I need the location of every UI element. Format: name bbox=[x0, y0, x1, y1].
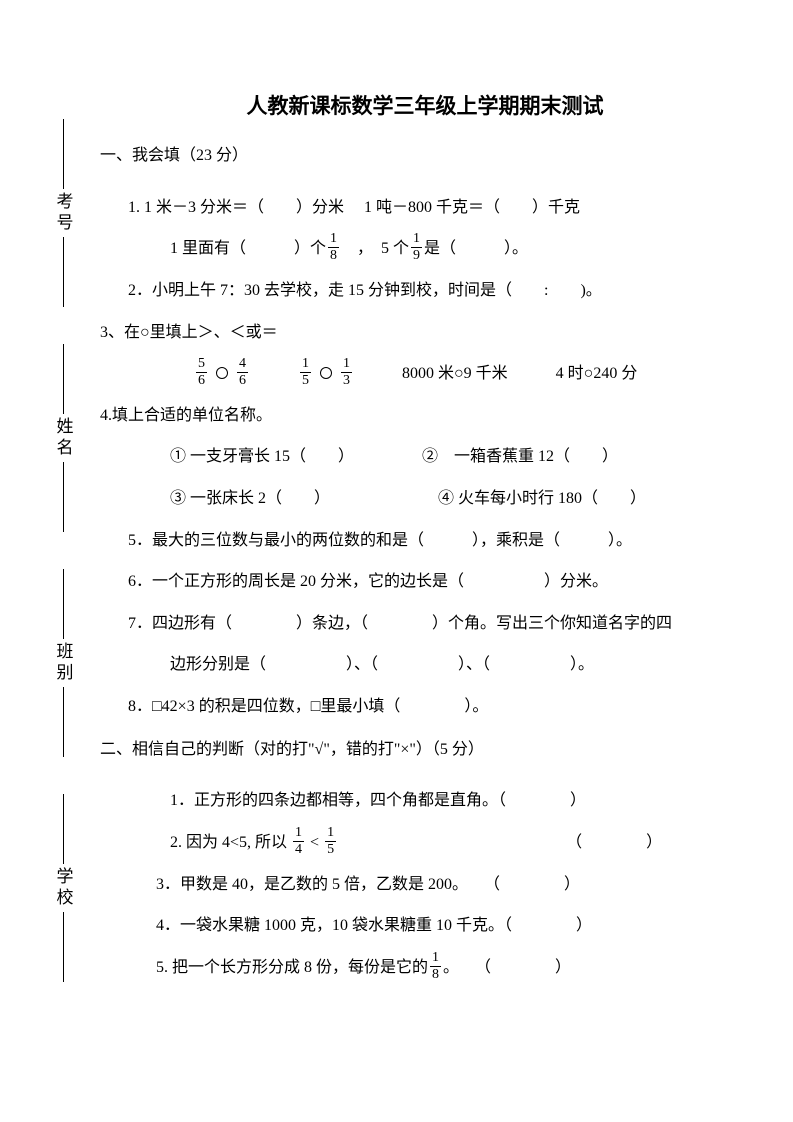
s2-q2-mid: < bbox=[306, 834, 323, 851]
q4-3: ③ 一张床长 2（ ） bbox=[170, 490, 330, 507]
fraction-1-5b: 15 bbox=[325, 826, 336, 857]
fraction-5-6: 56 bbox=[196, 357, 207, 388]
s2-q4: 4．一袋水果糖 1000 克，10 袋水果糖重 10 千克。（ ） bbox=[156, 905, 750, 947]
section2-header: 二、相信自己的判断（对的打"√"，错的打"×"）（5 分） bbox=[100, 736, 750, 765]
sidebar-school: 学校 bbox=[51, 791, 76, 985]
s2-q1: 1．正方形的四条边都相等，四个角都是直角。（ ） bbox=[170, 780, 750, 822]
q1b-mid: ， 5 个 bbox=[341, 240, 409, 257]
s2-q5-pre: 5. 把一个长方形分成 8 份，每份是它的 bbox=[156, 959, 428, 976]
s2-q2-pre: 2. 因为 4<5, 所以 bbox=[170, 834, 287, 851]
fraction-1-8: 18 bbox=[328, 232, 339, 263]
q4-1: ① 一支牙膏长 15（ ） bbox=[170, 448, 354, 465]
exam-title: 人教新课标数学三年级上学期期末测试 bbox=[100, 90, 750, 120]
sidebar-exam-number: 考号 bbox=[51, 116, 76, 310]
q4-row1: ① 一支牙膏长 15（ ） ② 一箱香蕉重 12（ ） bbox=[170, 436, 750, 478]
q4-2: ② 一箱香蕉重 12（ ） bbox=[422, 448, 618, 465]
q6: 6．一个正方形的周长是 20 分米，它的边长是（ ）分米。 bbox=[128, 561, 750, 603]
q3-part3: 8000 米○9 千米 bbox=[402, 365, 508, 382]
s2-q5: 5. 把一个长方形分成 8 份，每份是它的18。 （ ） bbox=[156, 947, 750, 989]
q1b-post: 是（ ）。 bbox=[424, 240, 528, 257]
q4-4: ④ 火车每小时行 180（ ） bbox=[438, 490, 646, 507]
q5: 5．最大的三位数与最小的两位数的和是（ ），乘积是（ ）。 bbox=[128, 520, 750, 562]
s2-q2-post: （ ） bbox=[566, 834, 662, 851]
s2-q3: 3．甲数是 40，是乙数的 5 倍，乙数是 200。 （ ） bbox=[156, 864, 750, 906]
q2: 2．小明上午 7：30 去学校，走 15 分钟到校，时间是（ : )。 bbox=[128, 270, 750, 312]
sidebar-name: 姓名 bbox=[51, 341, 76, 535]
fraction-1-5: 15 bbox=[300, 357, 311, 388]
q8: 8．□42×3 的积是四位数，□里最小填（ ）。 bbox=[128, 686, 750, 728]
q3-part4: 4 时○240 分 bbox=[556, 365, 638, 382]
q3-header: 3、在○里填上＞、＜或＝ bbox=[100, 312, 750, 354]
q1-line2: 1 里面有（ ）个18 ， 5 个19是（ ）。 bbox=[170, 228, 750, 270]
q4-header: 4.填上合适的单位名称。 bbox=[100, 395, 750, 437]
circle-blank bbox=[320, 367, 332, 379]
s2-q2: 2. 因为 4<5, 所以 14 < 15 （ ） bbox=[170, 822, 750, 864]
fraction-1-3: 13 bbox=[341, 357, 352, 388]
sidebar-class: 班别 bbox=[51, 566, 76, 760]
q1-line1: 1. 1 米－3 分米＝（ ）分米 1 吨－800 千克＝（ ）千克 bbox=[128, 187, 750, 229]
s2-q5-post: 。 （ ） bbox=[443, 959, 571, 976]
circle-blank bbox=[216, 367, 228, 379]
q1b-pre: 1 里面有（ ）个 bbox=[170, 240, 326, 257]
page-content: 人教新课标数学三年级上学期期末测试 一、我会填（23 分） 1. 1 米－3 分… bbox=[100, 90, 750, 988]
q3-comparisons: 56 46 15 13 8000 米○9 千米 4 时○240 分 bbox=[170, 353, 750, 395]
fraction-1-9: 19 bbox=[411, 232, 422, 263]
fraction-4-6: 46 bbox=[237, 357, 248, 388]
fraction-1-4: 14 bbox=[293, 826, 304, 857]
binding-sidebar: 考号 姓名 班别 学校 bbox=[48, 100, 78, 1000]
section1-header: 一、我会填（23 分） bbox=[100, 142, 750, 171]
q4-row2: ③ 一张床长 2（ ） ④ 火车每小时行 180（ ） bbox=[170, 478, 750, 520]
q7b: 边形分别是（ ）、（ ）、（ ）。 bbox=[170, 644, 750, 686]
q7a: 7．四边形有（ ）条边，（ ）个角。写出三个你知道名字的四 bbox=[128, 603, 750, 645]
fraction-1-8b: 18 bbox=[430, 951, 441, 982]
